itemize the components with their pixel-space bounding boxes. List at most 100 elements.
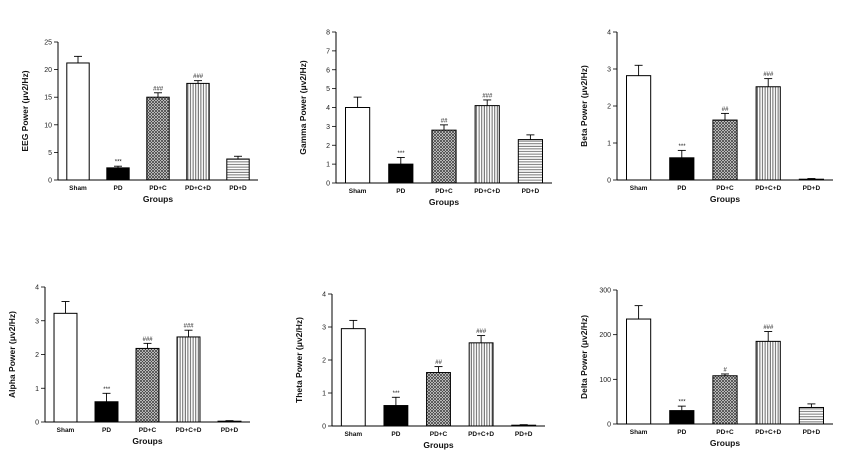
y-tick-label: 1 [326,162,330,169]
bar-sham [66,62,90,181]
bar-sham [626,318,652,425]
y-tick-label: 3 [326,124,330,131]
significance-label: # [723,367,727,373]
x-tick-label: PD+C [716,429,734,436]
y-axis-title: Gamma Power (μv2/Hz) [298,60,308,155]
bar-pd-c [712,375,738,425]
y-tick-label: 5 [48,150,52,157]
x-axis-title: Groups [429,197,459,207]
y-tick-label: 100 [599,377,611,384]
y-tick-label: 300 [599,288,611,295]
x-tick-label: Sham [57,427,75,434]
bar-pd [388,163,414,184]
y-tick-label: 4 [607,30,611,37]
x-tick-label: PD+D [229,185,247,192]
y-tick-label: 4 [322,292,326,299]
bar-sham [53,312,78,423]
bar-pd-c-d [755,340,781,425]
x-tick-label: PD+C+D [755,185,781,192]
bar-pd [669,157,695,181]
bar-pd [383,405,409,427]
x-axis-title: Groups [132,436,162,446]
bar-pd-c [146,96,170,181]
y-tick-label: 2 [322,358,326,365]
bar-pd-c-d [755,86,781,181]
y-tick-label: 10 [44,122,52,129]
y-tick-label: 3 [607,67,611,74]
bar-pd-c-d [474,105,500,184]
x-tick-label: PD [102,427,111,434]
x-axis-title: Groups [710,438,740,448]
bar-pd-c [135,347,160,423]
x-tick-label: PD+C+D [755,429,781,436]
bar-sham [345,107,371,184]
y-tick-label: 8 [326,30,330,37]
significance-label: *** [397,151,405,157]
bar-pd-d [226,158,250,181]
bar-sham [626,75,652,181]
y-axis-title: EEG Power (μv2/Hz) [20,70,30,151]
y-tick-label: 6 [326,67,330,74]
bar-pd-d [798,406,824,425]
y-tick-label: 0 [326,181,330,188]
x-tick-label: PD+C [716,185,734,192]
y-tick-label: 25 [44,40,52,47]
x-tick-label: PD+C [149,185,167,192]
bar-sham [340,328,366,427]
x-tick-label: PD+D [803,429,821,436]
bar-pd-c-d [468,342,494,427]
x-tick-label: PD+C [139,427,157,434]
y-tick-label: 0 [35,420,39,427]
chart-panel-3: 0 1 2 3 4 Sham *** PD ## PD+C ### PD+C+D PD+D Groups B… [579,30,833,204]
x-tick-label: PD [113,185,122,192]
y-tick-label: 20 [44,67,52,74]
significance-label: ## [435,360,442,366]
y-tick-label: 0 [607,178,611,185]
x-tick-label: PD+C [430,431,448,438]
significance-label: ### [142,337,153,343]
chart-panel-5: 0 1 2 3 4 Sham *** PD ## PD+C ### PD+C+D PD+D Groups T… [294,292,545,450]
significance-label: ### [476,329,487,335]
x-tick-label: PD+C+D [468,431,494,438]
bar-pd-d [798,178,824,181]
significance-label: ## [441,118,448,124]
y-tick-label: 1 [35,386,39,393]
significance-label: ### [183,324,194,330]
x-tick-label: PD [391,431,400,438]
chart-panel-4: 0 1 2 3 4 Sham *** PD ### PD+C ### PD+C+D PD+D Groups… [7,285,250,446]
y-tick-label: 0 [322,424,326,431]
x-tick-label: Sham [630,429,648,436]
bar-pd-c-d [186,82,210,181]
x-axis-title: Groups [710,194,740,204]
y-tick-label: 1 [322,391,326,398]
y-tick-label: 4 [35,285,39,292]
significance-label: ### [153,86,164,92]
x-tick-label: PD+C+D [474,188,500,195]
significance-label: *** [103,387,111,393]
x-tick-label: Sham [630,185,648,192]
bar-pd [94,401,119,423]
significance-label: *** [392,391,400,397]
chart-panel-2: 0 1 2 3 4 5 6 7 8 Sham *** PD ## PD+C ### PD+C+D PD+D Gro… [298,30,552,207]
y-tick-label: 1 [607,141,611,148]
x-tick-label: PD+C+D [175,427,201,434]
x-tick-label: PD+D [221,427,239,434]
bar-pd [669,410,695,425]
y-tick-label: 15 [44,95,52,102]
y-tick-label: 3 [35,318,39,325]
y-tick-label: 7 [326,48,330,55]
significance-label: ### [763,325,774,331]
x-axis-title: Groups [143,194,173,204]
bar-pd [106,167,130,181]
x-tick-label: PD [677,185,686,192]
x-tick-label: PD+C+D [185,185,211,192]
bar-pd-c [431,129,457,184]
significance-label: ## [722,107,729,113]
bar-pd-c [712,119,738,181]
chart-panel-6: 0 100 200 300 Sham *** PD # PD+C ### PD+C+D PD+D Gro… [579,288,833,448]
significance-label: *** [678,144,686,150]
y-tick-label: 0 [48,178,52,185]
x-tick-label: Sham [344,431,362,438]
y-tick-label: 3 [322,325,326,332]
